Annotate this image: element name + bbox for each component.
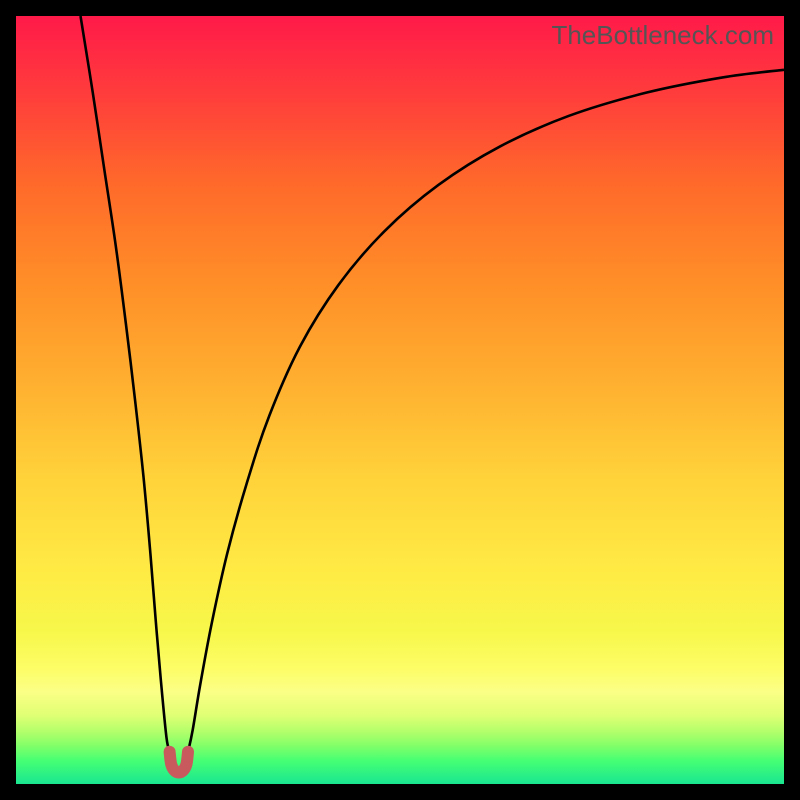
plot-svg — [16, 16, 784, 784]
chart-frame: TheBottleneck.com — [0, 0, 800, 800]
gradient-background — [16, 16, 784, 784]
watermark-label: TheBottleneck.com — [551, 20, 774, 51]
